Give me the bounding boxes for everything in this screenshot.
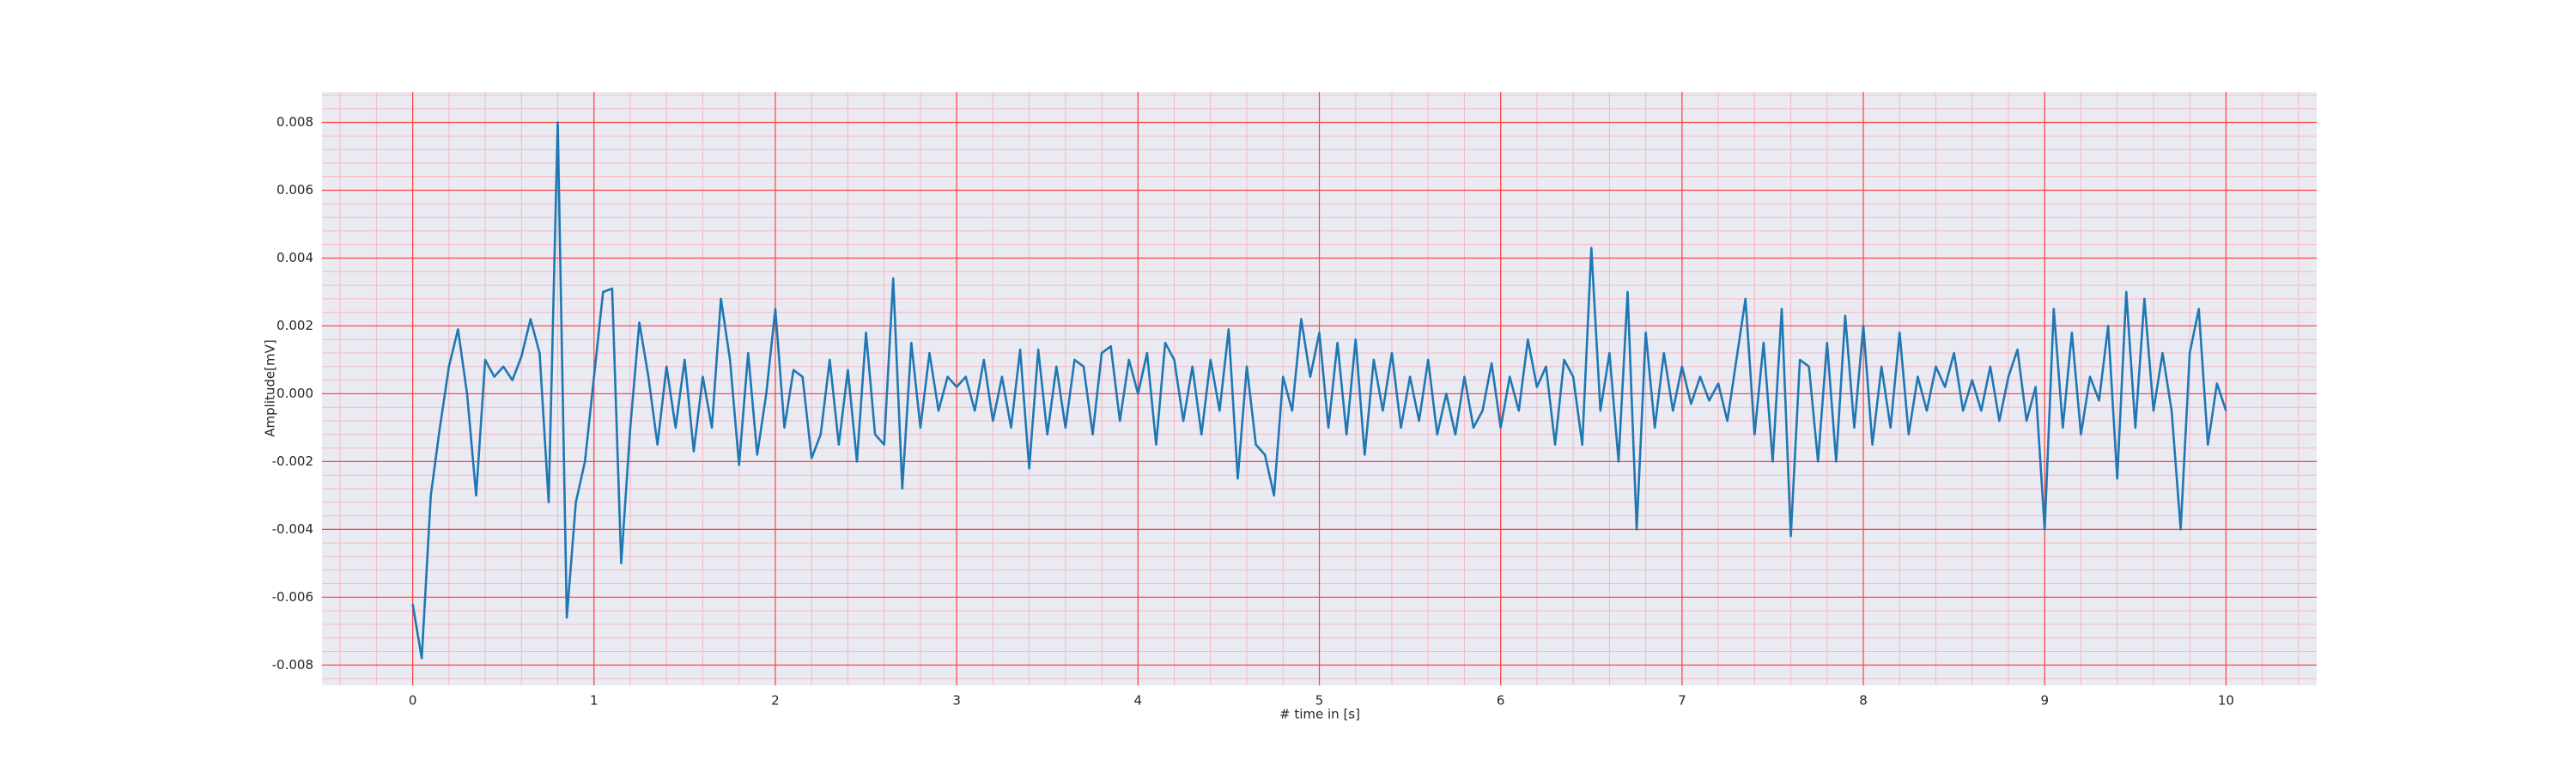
y-tick-label: -0.002 bbox=[272, 453, 313, 469]
y-tick-label: 0.008 bbox=[276, 114, 313, 130]
x-axis-label: # time in [s] bbox=[1279, 707, 1360, 722]
y-tick-label: 0.002 bbox=[276, 318, 313, 333]
x-tick-label: 10 bbox=[2218, 693, 2234, 709]
signal-line bbox=[411, 121, 2227, 660]
x-tick-label: 0 bbox=[409, 693, 417, 709]
y-tick-label: -0.006 bbox=[272, 589, 313, 605]
x-tick-label: 2 bbox=[771, 693, 780, 709]
x-tick-label: 5 bbox=[1315, 693, 1324, 709]
x-tick-label: 8 bbox=[1859, 693, 1868, 709]
x-tick-label: 3 bbox=[952, 693, 961, 709]
y-tick-label: 0.006 bbox=[276, 182, 313, 198]
y-tick-label: -0.008 bbox=[272, 657, 313, 673]
y-tick-label: 0.000 bbox=[276, 386, 313, 401]
y-tick-label: 0.004 bbox=[276, 250, 313, 265]
x-tick-label: 7 bbox=[1678, 693, 1686, 709]
x-tick-label: 6 bbox=[1497, 693, 1505, 709]
y-axis-label: Amplitude[mV] bbox=[263, 339, 278, 436]
x-tick-label: 4 bbox=[1134, 693, 1143, 709]
x-tick-label: 9 bbox=[2040, 693, 2049, 709]
x-tick-label: 1 bbox=[590, 693, 598, 709]
y-tick-label: -0.004 bbox=[272, 521, 313, 537]
